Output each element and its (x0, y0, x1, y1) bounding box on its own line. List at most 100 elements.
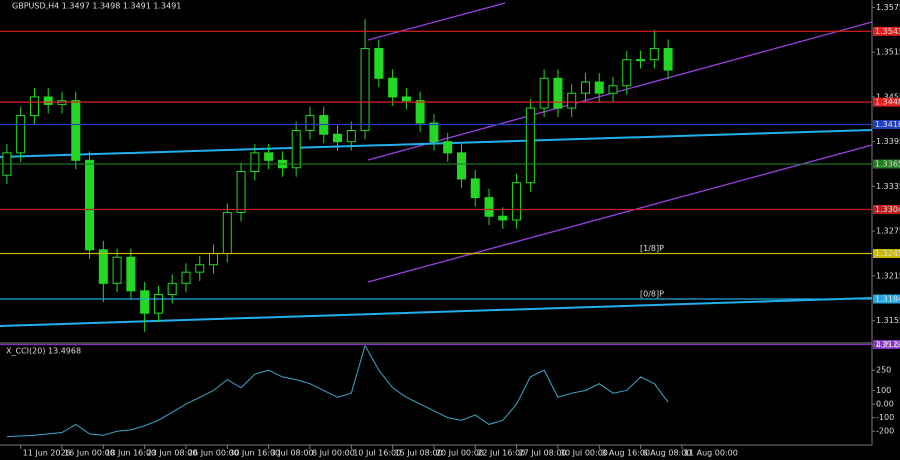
level-label: 1.3304 (875, 205, 900, 214)
x-tick-label: 27 Jul 08:00 (519, 449, 567, 458)
x-tick-label: 22 Jul 16:00 (477, 449, 525, 458)
y-tick-label: 0.00 (876, 400, 894, 409)
x-tick-label: 8 Jul 00:00 (312, 449, 355, 458)
level-label: 1.3418 (875, 120, 900, 129)
candle-body (195, 264, 205, 273)
candle-body (415, 100, 425, 124)
y-tick-label: 1.3215 (876, 271, 900, 280)
channel-line (367, 144, 873, 283)
candle-body (470, 178, 480, 199)
x-tick-label: 3 Jul 08:00 (271, 449, 314, 458)
candle-body (222, 212, 232, 255)
x-tick-label: 15 Jul 08:00 (395, 449, 443, 458)
x-tick-label: 11 Jun 2026 (23, 449, 71, 458)
candle-body (649, 47, 659, 61)
level-label: 1.3365 (875, 160, 900, 169)
level-label: 1.3543 (875, 27, 900, 36)
support-line (0, 129, 873, 158)
candle-body (112, 256, 122, 284)
level-label: 1.3448 (875, 98, 900, 107)
candle-body (388, 77, 398, 98)
candle-body (333, 133, 343, 143)
x-tick-label: 11 Aug 00:00 (684, 449, 738, 458)
y-tick-label: -100 (876, 413, 894, 422)
cci-line (6, 344, 669, 438)
candle-body (153, 294, 163, 314)
x-tick-label: 3 Aug 16:00 (601, 449, 650, 458)
candle-body (429, 122, 439, 143)
level-label-box (873, 294, 900, 304)
y-tick-label: 1.3155 (876, 316, 900, 325)
candle-body (291, 129, 301, 169)
candle-body (346, 129, 356, 143)
candle-body (167, 282, 177, 296)
candle-body (594, 81, 604, 94)
candle-body (264, 152, 274, 161)
level-tag: [0/8]P (640, 290, 664, 299)
candle-body (374, 47, 384, 79)
candle-body (525, 107, 535, 184)
candle-body (126, 256, 136, 292)
x-tick-label: 23 Jun 08:00 (147, 449, 198, 458)
level-label-box (873, 205, 900, 215)
x-tick-label: 18 Jun 16:00 (105, 449, 156, 458)
candle-body (360, 47, 370, 131)
candle-body (401, 96, 411, 102)
candle-body (512, 182, 522, 221)
candle-body (553, 77, 563, 109)
candle-body (181, 271, 191, 284)
y-tick-label: 1.3335 (876, 182, 900, 191)
y-tick-label: 1.3575 (876, 3, 900, 12)
level-label: 1.3245 (875, 249, 900, 258)
support-line (0, 297, 873, 327)
candle-body (567, 92, 577, 109)
y-tick-label: 1.3275 (876, 227, 900, 236)
level-label: 1.3184 (875, 295, 900, 304)
indicator-title: X_CCI(20) 13.4968 (6, 347, 81, 356)
y-tick-label: -200 (876, 427, 894, 436)
candle-body (456, 152, 466, 180)
candle-body (29, 96, 39, 117)
level-label-box (873, 249, 900, 259)
candle-body (16, 115, 26, 154)
level-label-box (873, 97, 900, 107)
level-label-box (873, 339, 900, 349)
level-tag: [1/8]P (640, 244, 664, 253)
y-tick-label: 250 (876, 366, 891, 375)
candle-body (250, 152, 260, 172)
level-label-box (873, 159, 900, 169)
x-tick-label: 30 Jun 16:00 (229, 449, 280, 458)
candle-body (636, 59, 646, 62)
channel-line (367, 21, 873, 161)
candle-body (71, 100, 81, 161)
candle-body (85, 159, 95, 251)
candle-body (498, 215, 508, 221)
candle-body (663, 47, 673, 71)
x-tick-label: 20 Jul 00:00 (436, 449, 484, 458)
y-tick-label: 100 (876, 386, 891, 395)
chart-title: GBPUSD,H4 1.3497 1.3498 1.3491 1.3491 (12, 2, 181, 11)
candle-body (140, 290, 150, 314)
candle-body (305, 115, 315, 131)
level-label-box (873, 120, 900, 130)
candle-body (98, 249, 108, 284)
candle-body (484, 197, 494, 217)
x-tick-label: 16 Jun 00:00 (64, 449, 115, 458)
candle-body (236, 171, 246, 214)
x-tick-label: 26 Jun 00:00 (188, 449, 239, 458)
candle-body (209, 253, 219, 266)
y-tick-label: 1.3515 (876, 48, 900, 57)
level-label-box (873, 26, 900, 36)
channel-line (367, 2, 506, 41)
y-tick-label: 435.0684 (876, 341, 900, 350)
trend-lines (0, 2, 873, 327)
y-tick-label: 1.3455 (876, 92, 900, 101)
candle-body (580, 81, 590, 94)
x-tick-label: 30 Jul 00:00 (560, 449, 608, 458)
y-tick-label: 1.3395 (876, 137, 900, 146)
x-tick-label: 10 Jul 16:00 (353, 449, 401, 458)
candle-body (608, 85, 618, 94)
